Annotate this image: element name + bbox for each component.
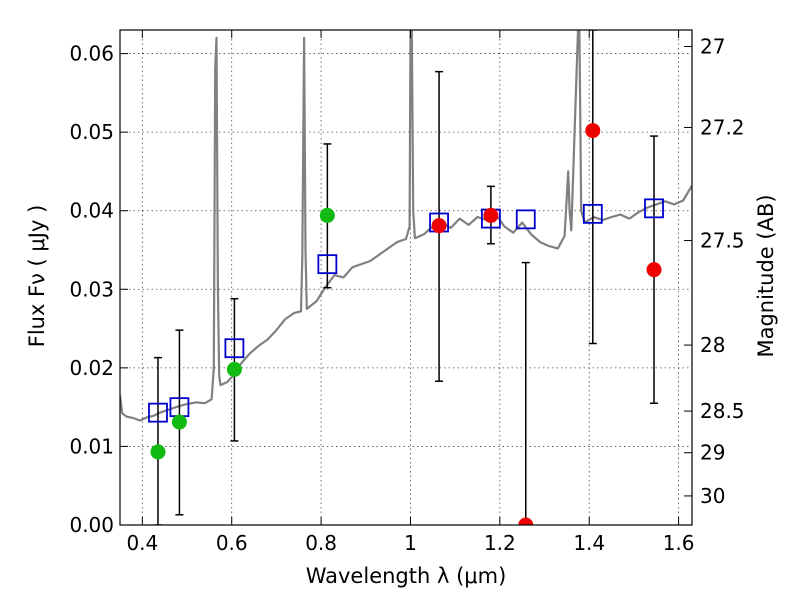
y-tick-label: 0.00 [69,513,114,537]
y-tick-label: 0.05 [69,120,114,144]
red-data-point [585,123,601,139]
model-square [148,402,168,423]
green-data-point [319,207,335,223]
right-tick-label: 29 [700,441,725,465]
right-tick-label: 27.5 [700,229,745,253]
right-tick-label: 30 [700,484,725,508]
x-tick-label: 0.6 [216,531,248,555]
red-data-point [646,262,662,278]
green-data-point [150,444,166,460]
green-data-point [226,361,242,377]
y-tick-label: 0.04 [69,199,114,223]
model-square [224,338,245,359]
green-data-point [171,414,187,430]
y-tick-label: 0.01 [69,434,114,458]
plot-frame [119,29,693,526]
model-square [582,203,603,224]
right-tick-label: 27.2 [700,115,745,139]
sed-line [120,30,692,422]
x-tick-label: 0.4 [126,531,158,555]
y-tick-label: 0.06 [69,42,114,66]
right-tick-label: 27 [700,35,725,59]
x-tick-label: 1.4 [573,531,605,555]
x-tick-label: 0.8 [305,531,337,555]
model-square [317,254,338,275]
plot-area [120,30,692,525]
y-tick-label: 0.03 [69,277,114,301]
model-square [515,209,536,230]
red-data-point [518,517,534,525]
x-tick-label: 1 [404,531,417,555]
x-tick-label: 1.2 [484,531,516,555]
right-axis-label: Magnitude (AB) [754,194,778,357]
red-data-point [483,207,499,223]
y-tick-label: 0.02 [69,356,114,380]
x-axis-label: Wavelength λ (μm) [306,564,507,588]
right-tick-label: 28.5 [700,399,745,423]
right-tick-label: 28 [700,333,725,357]
red-data-point [431,218,447,234]
model-square [644,198,664,219]
axes: 0.4 0.6 0.8 1 1.2 1.4 1.6 0.00 0.01 0.02 0.03 0.04 0… [69,30,745,555]
y-axis-label: Flux Fν ( μJy ) [25,205,49,348]
x-tick-label: 1.6 [663,531,695,555]
